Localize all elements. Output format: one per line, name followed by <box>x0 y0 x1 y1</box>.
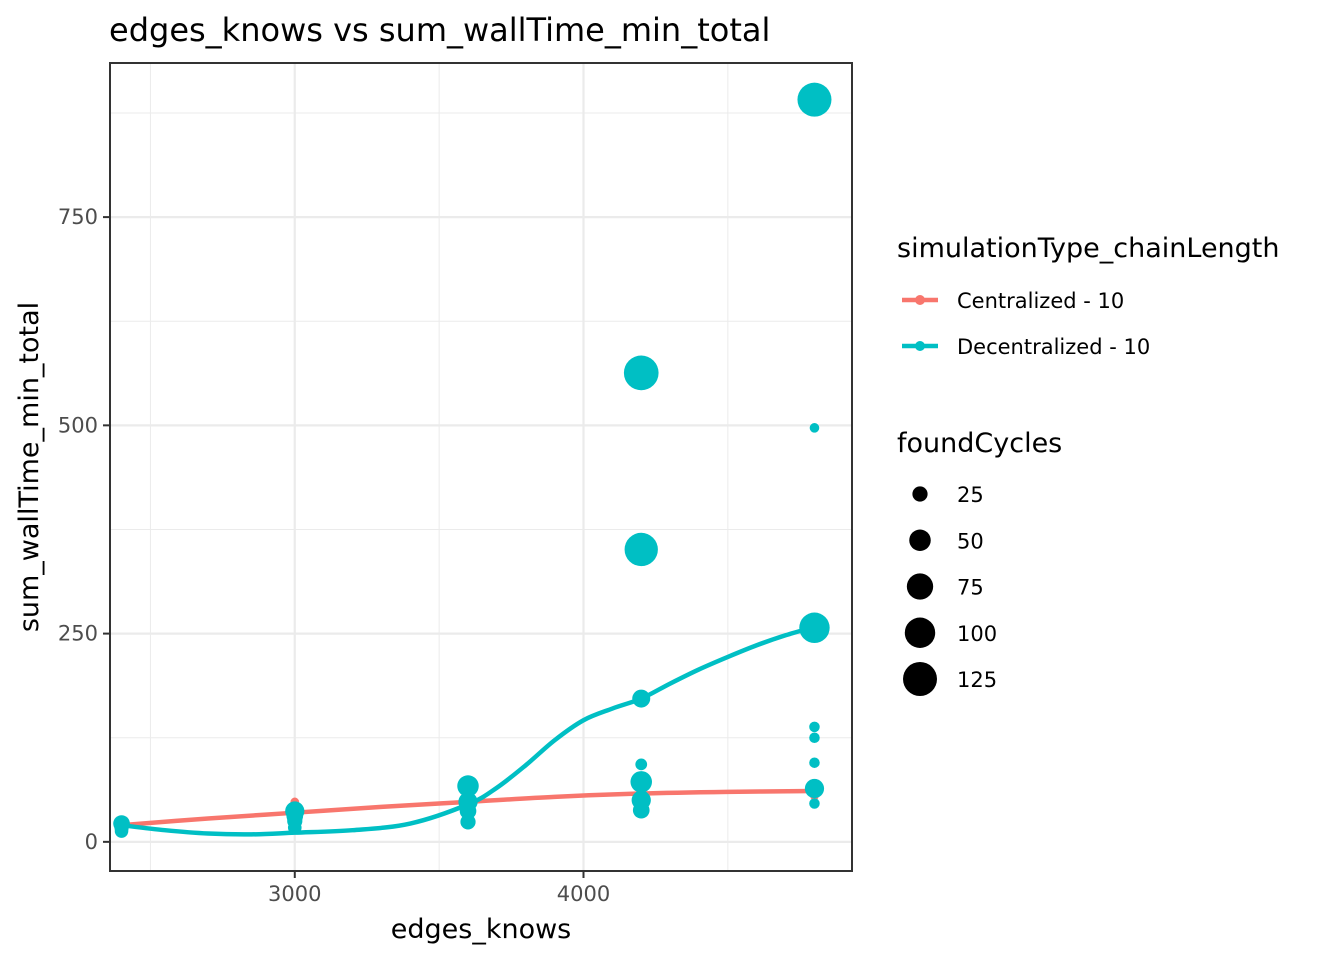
data-point <box>624 532 658 567</box>
legend-label: Decentralized - 10 <box>957 335 1150 359</box>
data-point <box>630 771 652 793</box>
data-point <box>623 355 659 391</box>
legend-size-key <box>909 529 931 552</box>
legend-size-keys: 25 50 75 100 125 <box>903 483 997 696</box>
legend-key-point <box>915 341 925 351</box>
data-point <box>804 778 825 799</box>
y-tick-label: 250 <box>58 622 98 646</box>
data-point <box>809 732 820 743</box>
plot-panel-background <box>110 63 852 871</box>
legend: simulationType_chainLength Centralized -… <box>897 233 1280 696</box>
smooth-line <box>121 624 816 837</box>
legend-size-title: foundCycles <box>897 428 1062 459</box>
data-point <box>635 758 648 771</box>
data-point <box>285 801 305 821</box>
y-axis-title: sum_wallTime_min_total <box>14 302 45 632</box>
legend-size-label: 75 <box>957 576 984 600</box>
legend-size-label: 50 <box>957 529 984 553</box>
x-axis-title: edges_knows <box>391 914 571 945</box>
legend-color-title: simulationType_chainLength <box>897 233 1280 264</box>
data-point <box>809 721 820 733</box>
chart-title: edges_knows vs sum_wallTime_min_total <box>109 11 770 49</box>
grid-minor <box>110 63 852 871</box>
data-point <box>799 612 830 643</box>
legend-size-label: 125 <box>957 668 997 692</box>
x-tick-label: 3000 <box>268 882 321 906</box>
data-point <box>797 82 832 117</box>
data-point <box>457 775 479 797</box>
legend-label: Centralized - 10 <box>957 289 1124 313</box>
y-tick-label: 0 <box>85 830 98 854</box>
y-tick-label: 750 <box>58 205 98 229</box>
legend-size-key <box>906 573 934 600</box>
data-point <box>809 757 820 768</box>
legend-size-key <box>903 662 937 696</box>
legend-color-keys: Centralized - 10 Decentralized - 10 <box>902 289 1150 359</box>
data-point <box>632 689 651 708</box>
grid-major <box>110 63 852 871</box>
legend-size-label: 25 <box>957 483 984 507</box>
data-point <box>809 423 820 433</box>
data-point <box>809 798 820 809</box>
data-points <box>113 82 832 838</box>
x-axis-ticks: 3000 4000 <box>268 871 610 906</box>
legend-size-key <box>904 617 936 648</box>
data-point <box>631 790 651 810</box>
data-point <box>113 815 130 832</box>
y-tick-label: 500 <box>58 413 98 437</box>
data-point <box>458 792 478 812</box>
legend-size-key <box>912 486 928 502</box>
legend-size-label: 100 <box>957 622 997 646</box>
legend-key-point <box>915 295 925 305</box>
y-axis-ticks: 0 250 500 750 <box>58 205 110 854</box>
plot-panel-border <box>109 62 853 872</box>
x-tick-label: 4000 <box>557 882 610 906</box>
